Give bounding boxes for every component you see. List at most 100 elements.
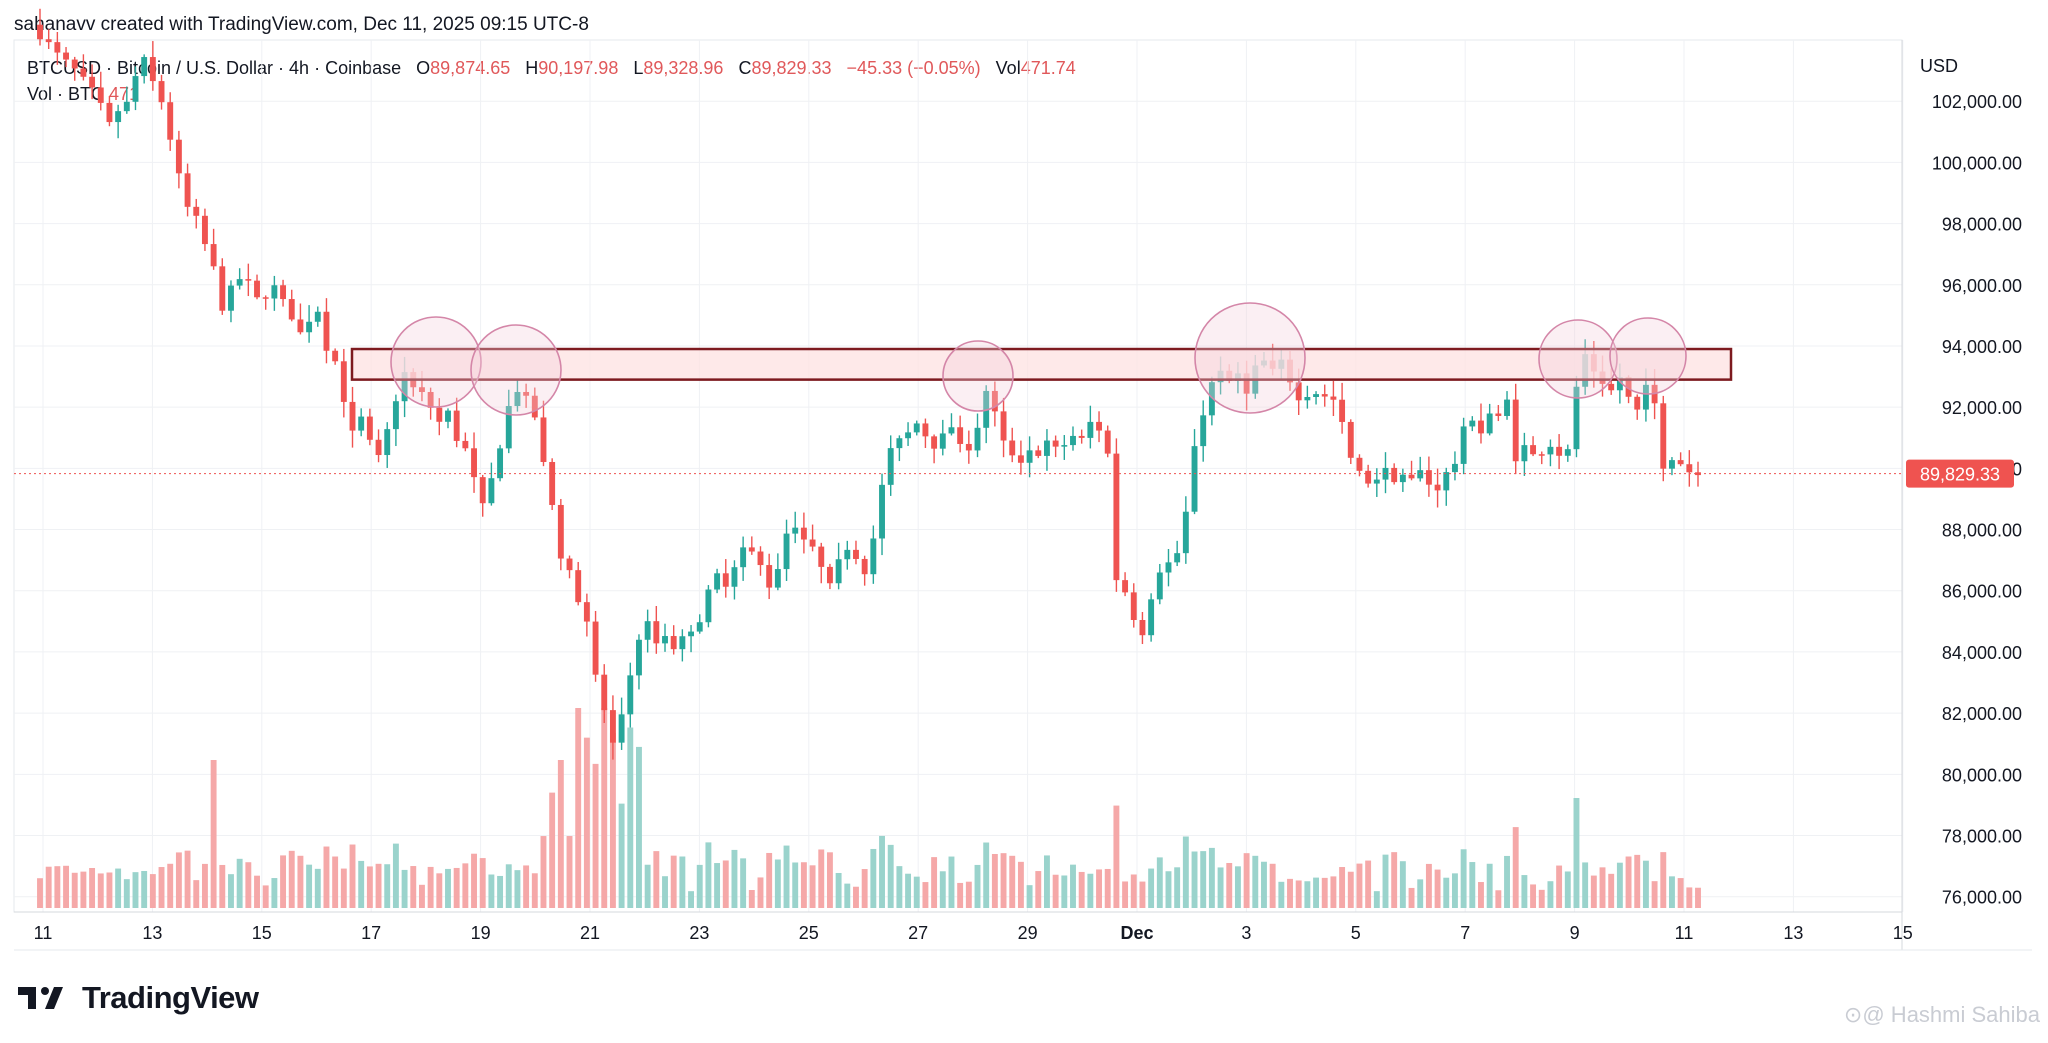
volume-bar	[1278, 881, 1285, 908]
candle-body	[1009, 440, 1016, 456]
volume-bar	[1261, 861, 1267, 908]
candle-body	[1495, 413, 1502, 416]
volume-bar	[1608, 873, 1615, 908]
candle-body	[792, 527, 799, 534]
symbol-description[interactable]: BTCUSD · Bitcoin / U.S. Dollar · 4h · Co…	[27, 58, 402, 78]
candle-body	[306, 321, 313, 333]
volume-bar	[418, 884, 425, 908]
volume-bar	[514, 870, 521, 908]
candle-body	[870, 538, 877, 575]
volume-bar	[1000, 853, 1007, 908]
candle-body	[1616, 377, 1623, 391]
volume-bar	[1478, 882, 1484, 908]
volume-bar	[1686, 887, 1693, 908]
candle-body	[149, 57, 156, 82]
price-axis-label: 98,000.00	[1942, 215, 2022, 235]
high-value: 90,197.98	[538, 58, 619, 78]
volume-bar	[1634, 854, 1641, 908]
volume-bar	[609, 733, 616, 908]
volume-bar	[861, 869, 868, 908]
volume-bar	[826, 852, 833, 908]
tradingview-logo[interactable]: TradingView	[18, 980, 259, 1016]
candle-body	[1113, 453, 1120, 581]
volume-bar	[63, 865, 69, 908]
candle-body	[210, 244, 217, 267]
volume-bar	[306, 864, 313, 908]
candle-body	[644, 621, 651, 640]
volume-bar	[349, 844, 356, 908]
time-axis-label: 25	[799, 923, 819, 943]
candle-body	[1191, 446, 1198, 512]
candle-body	[1026, 450, 1033, 463]
candle-body	[1096, 421, 1102, 431]
candle-body	[1669, 460, 1675, 469]
price-axis-label: 80,000.00	[1942, 765, 2022, 785]
volume-bar	[1660, 852, 1667, 908]
candle-body	[71, 59, 78, 69]
candle-body	[1686, 464, 1693, 473]
tradingview-logo-text: TradingView	[82, 980, 259, 1015]
candle-body	[349, 401, 356, 431]
candle-body	[1182, 511, 1189, 554]
candles	[37, 8, 1701, 760]
candle-body	[332, 350, 339, 362]
candle-body	[1017, 455, 1024, 463]
volume-bar	[89, 868, 96, 908]
volume-bar	[644, 864, 651, 908]
vol-label: Vol	[995, 58, 1021, 78]
candle-body	[262, 297, 269, 299]
touch-circle	[942, 340, 1014, 412]
volume-bar	[236, 858, 243, 908]
volume-bar	[392, 843, 399, 908]
touch-circle	[1194, 302, 1306, 414]
candle-body	[453, 410, 460, 441]
candle-body	[1425, 470, 1432, 485]
volume-bar	[670, 855, 677, 908]
candle-body	[861, 558, 868, 575]
tradingview-logo-icon	[18, 987, 63, 1009]
volume-bar	[1174, 867, 1181, 908]
candle-body	[193, 206, 200, 216]
price-axis-label: 84,000.00	[1942, 643, 2022, 663]
candle-body	[1078, 435, 1085, 438]
candle-body	[826, 566, 833, 584]
volume-bar	[1044, 855, 1050, 908]
candle-body	[957, 427, 964, 444]
volume-bar	[1573, 798, 1580, 908]
candle-body	[323, 311, 330, 351]
candle-body	[618, 714, 625, 743]
candle-body	[1000, 411, 1007, 441]
volume-bar	[1399, 861, 1406, 908]
candle-body	[731, 567, 738, 587]
volume-bar	[1642, 860, 1649, 908]
volume-legend[interactable]: Vol · BTC 471	[27, 84, 139, 105]
candle-body	[1122, 580, 1129, 593]
candle-body	[1538, 454, 1545, 456]
volume-bar	[106, 872, 113, 908]
time-axis-label: 15	[252, 923, 272, 943]
volume-bar	[1234, 866, 1241, 908]
volume-bar	[948, 856, 955, 908]
candle-body	[505, 406, 512, 449]
candle-body	[835, 559, 842, 584]
volume-bar	[792, 862, 799, 908]
volume-bar	[115, 868, 122, 908]
volume-bar	[323, 846, 330, 908]
volume-bar	[1113, 805, 1120, 908]
watermark: ⊙@ Hashmi Sahiba	[1843, 1002, 2040, 1027]
time-axis-label: 17	[361, 923, 381, 943]
candle-body	[340, 361, 347, 402]
last-price-tag	[1906, 459, 2014, 488]
candle-body	[774, 569, 781, 588]
candle-body	[748, 547, 755, 552]
volume-bar	[1061, 875, 1068, 908]
candle-body	[809, 539, 816, 547]
volume-bar	[1104, 868, 1111, 908]
price-axis-label: 92,000.00	[1942, 398, 2022, 418]
candle-body	[1208, 382, 1215, 416]
candle-body	[1608, 383, 1615, 391]
volume-bar	[45, 866, 52, 908]
candle-body	[583, 602, 590, 622]
candle-body	[879, 484, 885, 539]
